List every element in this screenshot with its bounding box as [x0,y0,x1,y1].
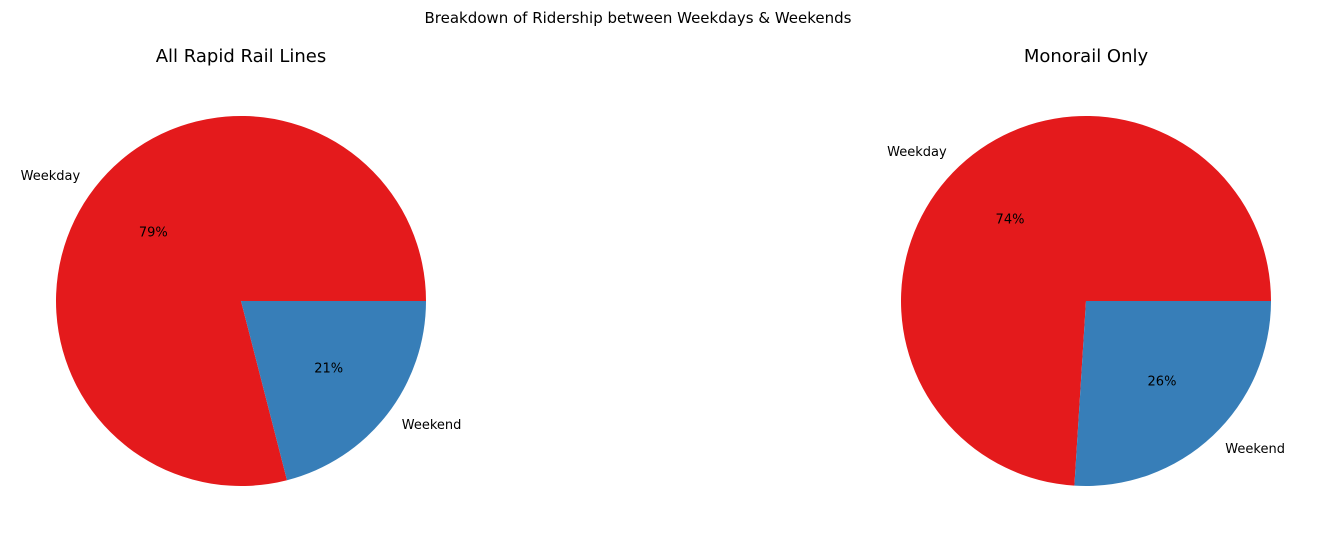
pie-slice-weekday [55,116,427,487]
pie-slice-weekend [1074,301,1271,486]
pie-chart-all-rapid-rail: All Rapid Rail Lines 79% Weekday 21% Weeken… [21,46,462,487]
pie-slice-weekday [900,116,1271,486]
pie-slice-weekend [241,301,426,481]
pie-category-label-weekday: Weekday [887,145,947,160]
pie-percent-label-weekend: 21% [314,362,343,377]
pie-labels: 79% Weekday 21% Weekend [21,169,462,433]
pie-slices [900,116,1271,486]
pie-slices [55,116,427,487]
pie-chart-monorail: Monorail Only 74% Weekday 26% Weekend [887,46,1285,486]
pie-category-label-weekend: Weekend [402,418,462,433]
pie-title-all-rapid-rail: All Rapid Rail Lines [156,46,327,67]
pie-labels: 74% Weekday 26% Weekend [887,145,1285,457]
pie-percent-label-weekday: 79% [139,225,168,240]
pie-category-label-weekend: Weekend [1225,442,1285,457]
pie-percent-label-weekday: 74% [996,213,1025,228]
pie-title-monorail: Monorail Only [1024,46,1149,67]
figure-title: Breakdown of Ridership between Weekdays … [425,9,852,27]
pie-category-label-weekday: Weekday [21,169,81,184]
pie-percent-label-weekend: 26% [1148,374,1177,389]
